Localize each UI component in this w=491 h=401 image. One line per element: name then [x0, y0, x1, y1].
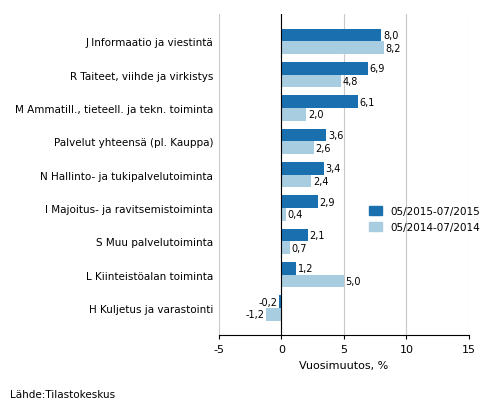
Text: 2,0: 2,0 [308, 110, 324, 120]
Text: 4,8: 4,8 [343, 77, 358, 87]
Bar [281, 209, 286, 221]
Text: -1,2: -1,2 [246, 310, 265, 320]
Legend: 05/2015-07/2015, 05/2014-07/2014: 05/2015-07/2015, 05/2014-07/2014 [369, 206, 480, 233]
Text: Lähde:Tilastokeskus: Lähde:Tilastokeskus [10, 389, 115, 399]
Text: 3,6: 3,6 [328, 131, 343, 141]
Text: 1,2: 1,2 [298, 264, 313, 274]
Text: 2,1: 2,1 [309, 231, 325, 241]
Text: 5,0: 5,0 [345, 276, 361, 286]
X-axis label: Vuosimuutos, %: Vuosimuutos, % [300, 360, 388, 370]
Bar [281, 275, 344, 288]
Bar [279, 296, 281, 308]
Bar [281, 109, 306, 122]
Bar [281, 196, 318, 209]
Bar [281, 175, 311, 188]
Bar [281, 63, 368, 75]
Text: 3,4: 3,4 [326, 164, 341, 174]
Text: 2,4: 2,4 [313, 176, 328, 186]
Bar [281, 30, 382, 42]
Text: 2,6: 2,6 [315, 143, 331, 153]
Text: 6,1: 6,1 [359, 97, 375, 107]
Text: 0,4: 0,4 [288, 210, 303, 220]
Bar [281, 242, 290, 254]
Bar [266, 308, 281, 321]
Text: 2,9: 2,9 [319, 197, 335, 207]
Text: 0,7: 0,7 [292, 243, 307, 253]
Bar [281, 162, 324, 175]
Text: 6,9: 6,9 [369, 64, 384, 74]
Bar [281, 75, 341, 88]
Bar [281, 130, 327, 142]
Bar [281, 142, 314, 155]
Bar [281, 229, 308, 242]
Bar [281, 96, 357, 109]
Text: 8,2: 8,2 [385, 43, 401, 53]
Bar [281, 262, 297, 275]
Text: 8,0: 8,0 [383, 31, 398, 41]
Text: -0,2: -0,2 [258, 297, 277, 307]
Bar [281, 42, 384, 55]
